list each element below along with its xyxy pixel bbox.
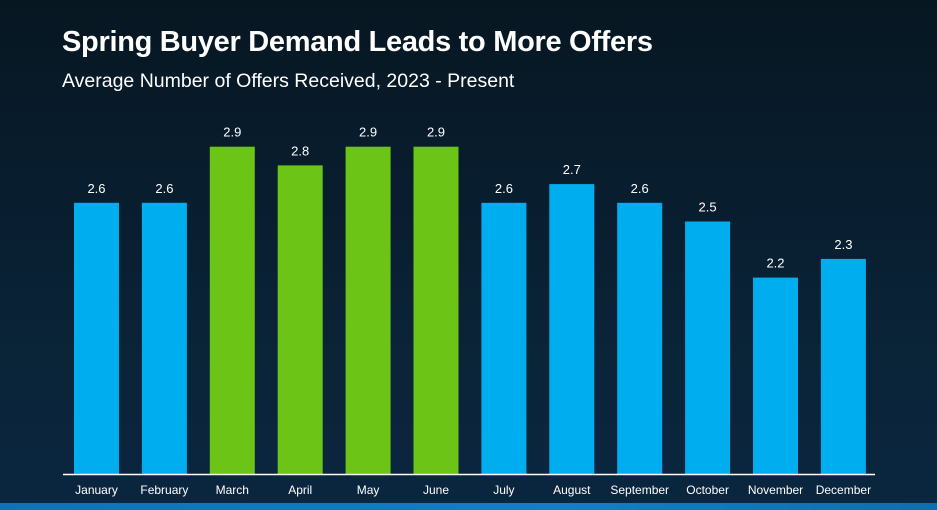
value-label-august: 2.7 [563, 162, 581, 177]
value-label-june: 2.9 [427, 125, 445, 140]
chart-subtitle: Average Number of Offers Received, 2023 … [62, 70, 515, 92]
value-label-april: 2.8 [291, 143, 309, 158]
bar-may [345, 146, 391, 474]
x-tick-label-october: October [686, 483, 729, 497]
value-label-october: 2.5 [699, 200, 717, 215]
bar-june [413, 146, 459, 474]
x-tick-label-august: August [553, 483, 591, 497]
value-label-july: 2.6 [495, 181, 513, 196]
bar-january [74, 202, 119, 475]
bar-april [277, 165, 323, 474]
bar-december [820, 258, 866, 474]
bar-february [141, 202, 187, 475]
value-label-january: 2.6 [87, 181, 105, 196]
value-label-february: 2.6 [155, 181, 173, 196]
x-tick-label-january: January [75, 483, 118, 497]
bar-march [209, 146, 255, 474]
x-tick-labels-group: January February March April May June July Augu… [75, 483, 871, 497]
x-tick-label-july: July [493, 483, 514, 497]
x-tick-label-june: June [423, 483, 449, 497]
x-tick-label-may: May [357, 483, 380, 497]
bars-group [74, 146, 866, 475]
bar-august [549, 184, 595, 474]
x-tick-label-november: November [748, 483, 803, 497]
value-labels-group: 2.6 2.6 2.9 2.8 2.9 2.9 2.6 2.7 2.6 2.5 2.2 2.3 [87, 125, 852, 271]
bar-september [617, 202, 663, 475]
x-tick-label-december: December [816, 483, 871, 497]
x-tick-label-march: March [216, 483, 249, 497]
value-label-may: 2.9 [359, 125, 377, 140]
x-tick-label-april: April [288, 483, 312, 497]
bar-july [481, 202, 527, 475]
chart-title: Spring Buyer Demand Leads to More Offers [62, 26, 653, 58]
value-label-september: 2.6 [631, 181, 649, 196]
value-label-december: 2.3 [834, 237, 852, 252]
x-tick-label-september: September [610, 483, 669, 497]
footer-band [0, 503, 937, 510]
bar-october [685, 221, 731, 474]
value-label-march: 2.9 [223, 125, 241, 140]
x-tick-label-february: February [140, 483, 188, 497]
bar-november [753, 277, 798, 474]
value-label-november: 2.2 [766, 256, 784, 271]
